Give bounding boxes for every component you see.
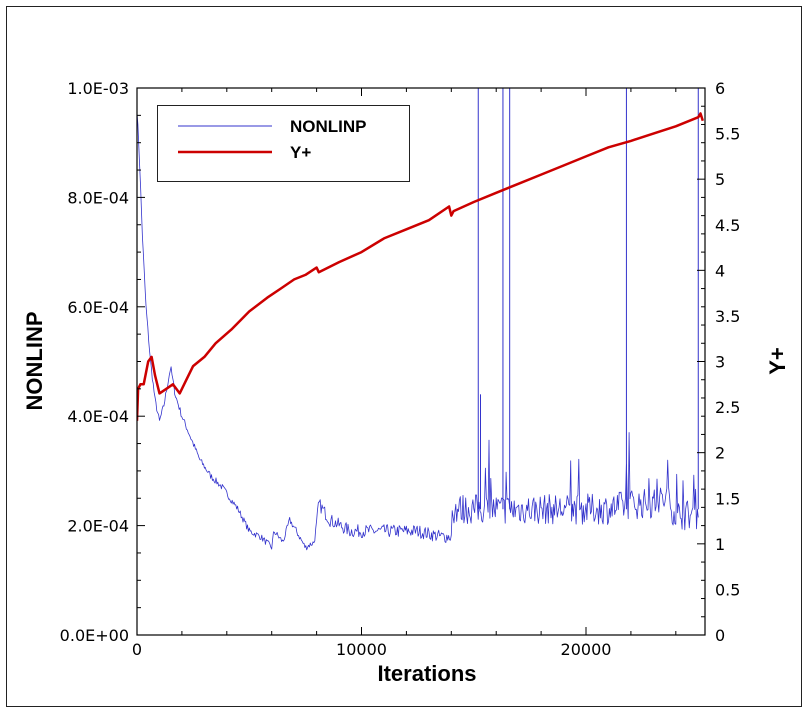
y2-axis-title: Y+ [765, 347, 790, 375]
x-tick-label: 0 [132, 640, 142, 659]
y-tick-label: 1.0E-03 [67, 79, 129, 98]
outer-border [6, 6, 802, 707]
y2-tick-label: 3 [715, 353, 725, 372]
y-axis-title: NONLINP [22, 312, 47, 411]
legend-label-nonlinp: NONLINP [290, 117, 367, 136]
y2-tick-label: 1.5 [715, 489, 740, 508]
y2-tick-label: 6 [715, 79, 725, 98]
ticks: 0 10000 20000 0.0E+00 2.0E-04 4.0E-04 6.0E-04 8… [60, 79, 741, 659]
y2-tick-label: 5 [715, 170, 725, 189]
y2-tick-label: 0 [715, 626, 725, 645]
y-tick-label: 8.0E-04 [67, 188, 129, 207]
series-line-nonlinp [137, 113, 699, 551]
legend: NONLINP Y+ [157, 105, 410, 182]
y-tick-label: 6.0E-04 [67, 298, 129, 317]
y-tick-label: 0.0E+00 [60, 626, 129, 645]
y2-tick-label: 2.5 [715, 398, 740, 417]
y2-tick-label: 5.5 [715, 125, 740, 144]
y2-tick-label: 4.5 [715, 216, 740, 235]
legend-label-yplus: Y+ [290, 143, 311, 162]
y2-tick-label: 0.5 [715, 580, 740, 599]
x-axis-title: Iterations [377, 661, 476, 686]
y2-tick-label: 1 [715, 535, 725, 554]
plot-area [137, 88, 704, 551]
series-line-y- [137, 112, 704, 421]
x-tick-label: 10000 [336, 640, 387, 659]
y2-tick-label: 3.5 [715, 307, 740, 326]
y-tick-label: 4.0E-04 [67, 407, 129, 426]
y-tick-label: 2.0E-04 [67, 517, 129, 536]
y2-tick-label: 2 [715, 444, 725, 463]
legend-box [157, 105, 410, 182]
series-group [137, 88, 704, 551]
x-tick-label: 20000 [561, 640, 612, 659]
y2-tick-label: 4 [715, 261, 725, 280]
